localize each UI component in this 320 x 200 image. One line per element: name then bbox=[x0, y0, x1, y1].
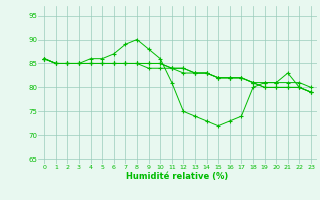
X-axis label: Humidité relative (%): Humidité relative (%) bbox=[126, 172, 229, 181]
